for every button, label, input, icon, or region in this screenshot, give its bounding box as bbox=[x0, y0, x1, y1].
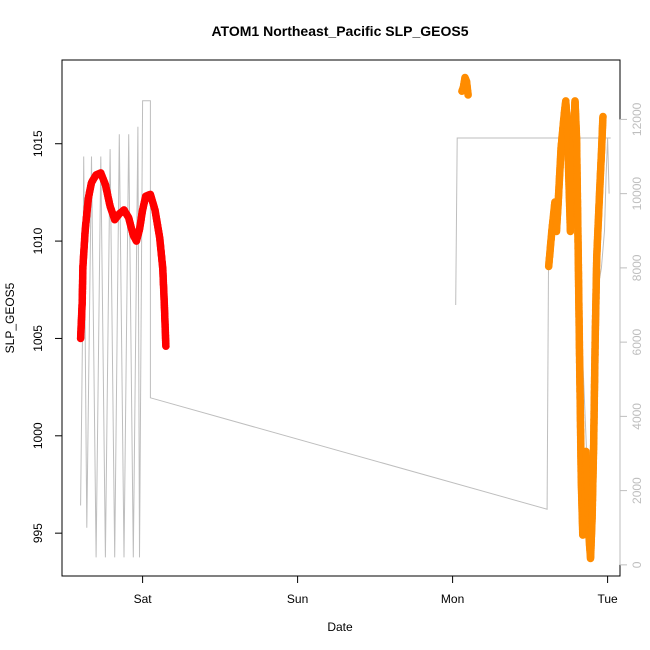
data-series-layer bbox=[76, 73, 607, 563]
y-right-tick-label: 4000 bbox=[630, 403, 644, 430]
x-tick-label: Tue bbox=[597, 592, 618, 606]
orange-point bbox=[464, 91, 472, 99]
gray-line-1 bbox=[80, 100, 610, 558]
x-tick-label: Mon bbox=[441, 592, 464, 606]
y-left-tick-label: 1015 bbox=[31, 130, 45, 157]
gray-series-layer bbox=[80, 100, 611, 558]
red-series bbox=[76, 169, 170, 351]
y-left-tick-label: 995 bbox=[31, 523, 45, 543]
y-axis-right: 0 2000 4000 6000 8000 10000 12000 bbox=[619, 102, 644, 568]
y-left-tick-label: 1000 bbox=[31, 422, 45, 449]
x-axis-title: Date bbox=[327, 620, 353, 634]
orange-point bbox=[599, 112, 607, 121]
y-right-tick-label: 6000 bbox=[630, 328, 644, 355]
y-left-tick-label: 1010 bbox=[31, 227, 45, 254]
y-right-tick-label: 12000 bbox=[630, 102, 644, 136]
chart-title: ATOM1 Northeast_Pacific SLP_GEOS5 bbox=[211, 23, 468, 39]
y-axis-left: 995 1000 1005 1010 1015 bbox=[31, 130, 63, 543]
x-tick-label: Sat bbox=[134, 592, 153, 606]
gray-line-2 bbox=[455, 137, 611, 306]
y-right-tick-label: 0 bbox=[630, 561, 644, 568]
y-left-tick-label: 1005 bbox=[31, 325, 45, 352]
y-right-tick-label: 8000 bbox=[630, 254, 644, 281]
y-right-tick-label: 2000 bbox=[630, 477, 644, 504]
y-right-tick-label: 10000 bbox=[630, 177, 644, 211]
plot-frame bbox=[61, 59, 621, 577]
y-axis-title: SLP_GEOS5 bbox=[3, 282, 17, 353]
orange-series bbox=[458, 73, 607, 563]
x-tick-label: Sun bbox=[287, 592, 308, 606]
x-axis: Sat Sun Mon Tue bbox=[134, 575, 618, 606]
red-point bbox=[162, 342, 170, 351]
